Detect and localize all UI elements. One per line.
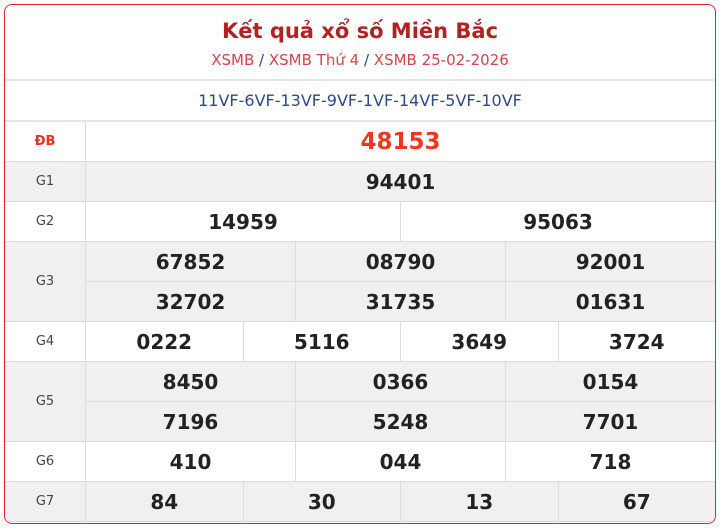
prize-label: G6	[5, 442, 86, 481]
prize-number: 0222	[136, 329, 193, 354]
prize-number: 0154	[505, 362, 715, 401]
prize-number: 67852	[155, 249, 226, 274]
prize-number: 67	[557, 482, 716, 521]
special-codes: 11VF-6VF-13VF-9VF-1VF-14VF-5VF-10VF	[5, 81, 715, 122]
prize-number: 7701	[505, 402, 715, 441]
prize-number: 5116	[242, 322, 401, 361]
prize-subrow: 0222 5116 3649 3724	[86, 322, 715, 361]
prize-row-g3: G3 67852 08790 92001 32702 31735 01631	[5, 242, 715, 322]
prize-number: 31735	[295, 282, 505, 321]
breadcrumb-xsmb[interactable]: XSMB	[211, 51, 255, 69]
prize-row-g1: G1 94401	[5, 162, 715, 202]
prize-number: 3649	[400, 322, 558, 361]
prize-row-db: ĐB 48153	[5, 122, 715, 162]
prize-number: 84	[150, 489, 179, 514]
prize-number: 3724	[557, 322, 716, 361]
breadcrumb: XSMB / XSMB Thứ 4 / XSMB 25-02-2026	[5, 51, 715, 69]
prize-table: ĐB 48153 G1 94401 G2 14959 95063 G3 67852 08790 92…	[5, 122, 715, 522]
prize-label: G1	[5, 162, 86, 201]
prize-subrow: 14959 95063	[86, 202, 715, 241]
prize-number: 044	[295, 442, 505, 481]
breadcrumb-separator: /	[259, 51, 265, 69]
prize-row-g4: G4 0222 5116 3649 3724	[5, 322, 715, 362]
prize-number: 08790	[295, 242, 505, 281]
results-card: Kết quả xổ số Miền Bắc XSMB / XSMB Thứ 4…	[4, 4, 716, 524]
prize-number: 8450	[162, 369, 219, 394]
prize-row-g5: G5 8450 0366 0154 7196 5248 7701	[5, 362, 715, 442]
breadcrumb-xsmb-weekday[interactable]: XSMB Thứ 4	[268, 51, 360, 69]
page-title: Kết quả xổ số Miền Bắc	[221, 19, 499, 43]
prize-number: 14959	[208, 209, 278, 234]
prize-label: G2	[5, 202, 86, 241]
prize-number: 13	[400, 482, 558, 521]
prize-label: G5	[5, 362, 86, 441]
prize-number: 7196	[162, 409, 219, 434]
prize-number: 30	[242, 482, 401, 521]
prize-row-g2: G2 14959 95063	[5, 202, 715, 242]
prize-subrow: 8450 0366 0154	[86, 362, 715, 401]
prize-number: 718	[505, 442, 715, 481]
prize-subrow: 84 30 13 67	[86, 482, 715, 521]
breadcrumb-xsmb-date[interactable]: XSMB 25-02-2026	[373, 51, 509, 69]
prize-number: 01631	[505, 282, 715, 321]
prize-number: 5248	[295, 402, 505, 441]
prize-row-g7: G7 84 30 13 67	[5, 482, 715, 522]
prize-number: 48153	[360, 128, 441, 155]
prize-subrow: 410 044 718	[86, 442, 715, 481]
prize-number: 410	[169, 449, 212, 474]
prize-subrow: 32702 31735 01631	[86, 281, 715, 321]
prize-label: G7	[5, 482, 86, 521]
prize-number: 95063	[400, 202, 715, 241]
prize-label: G4	[5, 322, 86, 361]
prize-label: ĐB	[5, 122, 86, 161]
prize-number: 0366	[295, 362, 505, 401]
prize-subrow: 48153	[86, 122, 715, 161]
prize-number: 94401	[365, 169, 436, 194]
results-header: Kết quả xổ số Miền Bắc XSMB / XSMB Thứ 4…	[5, 5, 715, 81]
prize-subrow: 7196 5248 7701	[86, 401, 715, 441]
prize-row-g6: G6 410 044 718	[5, 442, 715, 482]
prize-number: 32702	[155, 289, 226, 314]
prize-subrow: 94401	[86, 162, 715, 201]
prize-label: G3	[5, 242, 86, 321]
prize-number: 92001	[505, 242, 715, 281]
breadcrumb-separator: /	[363, 51, 370, 69]
prize-subrow: 67852 08790 92001	[86, 242, 715, 281]
